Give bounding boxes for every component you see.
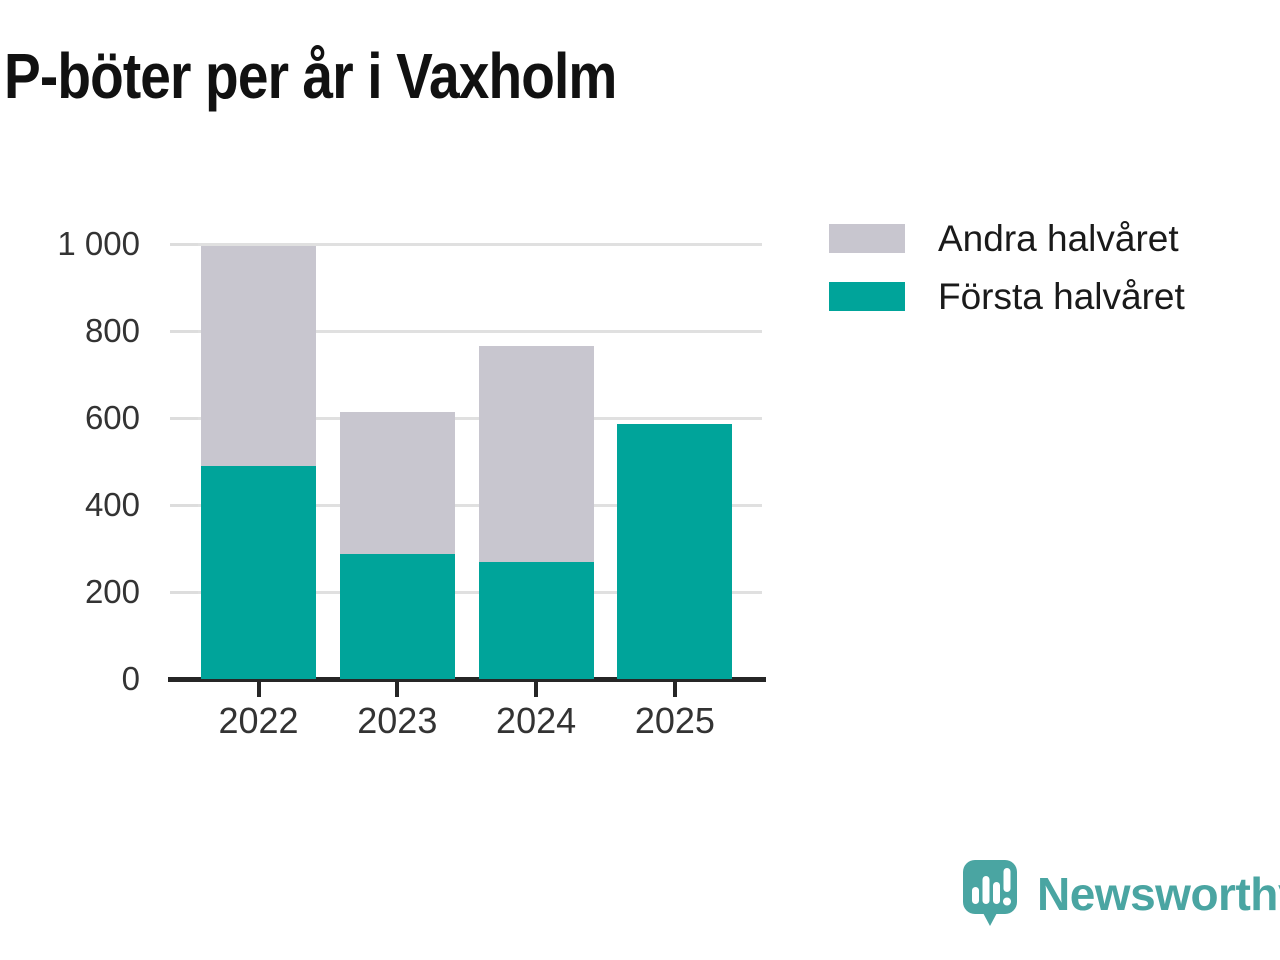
y-axis-label-800: 800 bbox=[84, 312, 140, 349]
x-tick-2022 bbox=[256, 682, 261, 697]
y-axis-label-600: 600 bbox=[84, 399, 140, 436]
bar-2025-forsta-halvaret bbox=[617, 423, 733, 679]
y-axis-label-400: 400 bbox=[84, 486, 140, 523]
y-tick-200 bbox=[170, 591, 198, 594]
bar-2023-forsta-halvaret bbox=[339, 554, 455, 679]
chart-title: P-böter per år i Vaxholm bbox=[4, 40, 617, 112]
x-tick-2025 bbox=[672, 682, 677, 697]
bar-2023-andra-halvaret bbox=[339, 412, 455, 555]
bar-2022-andra-halvaret bbox=[201, 246, 316, 466]
x-tick-2024 bbox=[534, 682, 539, 697]
legend-item-andra-halvaret: Andra halvåret bbox=[829, 220, 1185, 257]
x-axis-label-2023: 2023 bbox=[357, 700, 438, 741]
brand-footer: Newsworthy bbox=[963, 860, 1280, 928]
y-tick-1000 bbox=[170, 243, 198, 246]
legend-swatch-andra-halvaret bbox=[829, 224, 905, 253]
x-axis-label-2024: 2024 bbox=[496, 700, 577, 741]
legend-label: Första halvåret bbox=[938, 276, 1185, 317]
legend-label: Andra halvåret bbox=[938, 218, 1179, 259]
y-tick-600 bbox=[170, 417, 198, 420]
x-axis-label-2022: 2022 bbox=[218, 700, 299, 741]
y-tick-400 bbox=[170, 504, 198, 507]
x-tick-2023 bbox=[395, 682, 400, 697]
bar-2024-forsta-halvaret bbox=[478, 561, 594, 679]
legend-item-forsta-halvaret: Första halvåret bbox=[829, 278, 1185, 315]
bar-2024-andra-halvaret bbox=[478, 346, 594, 562]
y-axis-label-200: 200 bbox=[84, 573, 140, 610]
x-axis-line bbox=[168, 677, 766, 682]
legend-swatch-forsta-halvaret bbox=[829, 282, 905, 311]
y-axis-label-1000: 1 000 bbox=[57, 225, 140, 262]
y-tick-800 bbox=[170, 330, 198, 333]
brand-name: Newsworthy bbox=[1037, 868, 1280, 920]
y-axis-label-0: 0 bbox=[121, 660, 140, 697]
newsworthy-logo-icon bbox=[963, 860, 1017, 926]
gridline-y800 bbox=[196, 330, 762, 333]
legend: Andra halvåret Första halvåret bbox=[829, 220, 1185, 340]
x-axis-label-2025: 2025 bbox=[634, 700, 715, 741]
gridline-y1000 bbox=[196, 243, 762, 246]
bar-2022-forsta-halvaret bbox=[201, 465, 316, 679]
